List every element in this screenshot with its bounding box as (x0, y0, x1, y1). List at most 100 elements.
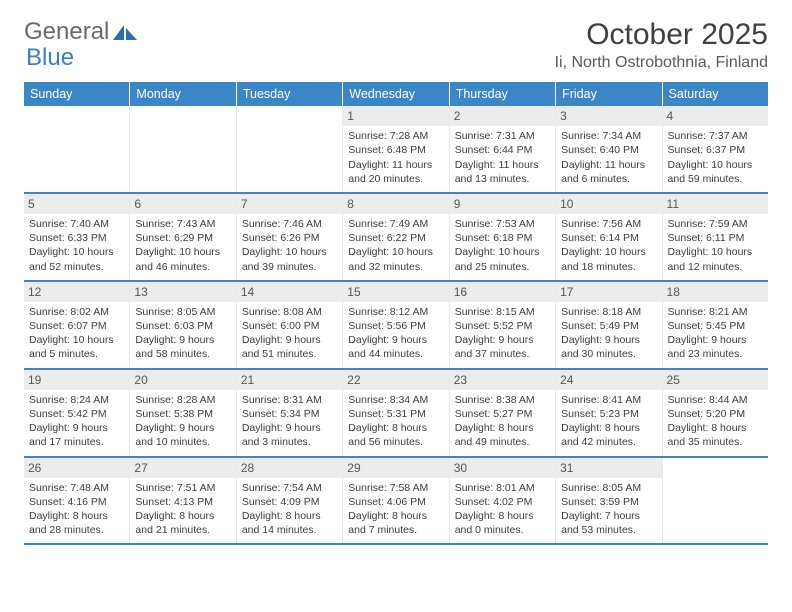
calendar-day-cell: 31Sunrise: 8:05 AMSunset: 3:59 PMDayligh… (556, 458, 662, 544)
daylight-text: Daylight: 10 hours (135, 245, 230, 259)
sunset-text: Sunset: 4:02 PM (455, 495, 550, 509)
sunrise-text: Sunrise: 8:12 AM (348, 305, 443, 319)
calendar-day-cell: 24Sunrise: 8:41 AMSunset: 5:23 PMDayligh… (556, 370, 662, 456)
day-number: 12 (24, 282, 129, 302)
daylight-text: and 18 minutes. (561, 260, 656, 274)
daylight-text: Daylight: 9 hours (668, 333, 763, 347)
daylight-text: Daylight: 11 hours (455, 158, 550, 172)
daylight-text: and 53 minutes. (561, 523, 656, 537)
daylight-text: and 6 minutes. (561, 172, 656, 186)
sunset-text: Sunset: 5:31 PM (348, 407, 443, 421)
sunrise-text: Sunrise: 7:51 AM (135, 481, 230, 495)
sunrise-text: Sunrise: 8:31 AM (242, 393, 337, 407)
calendar-day-cell: 13Sunrise: 8:05 AMSunset: 6:03 PMDayligh… (130, 282, 236, 368)
daylight-text: Daylight: 8 hours (29, 509, 124, 523)
calendar-day-cell: 23Sunrise: 8:38 AMSunset: 5:27 PMDayligh… (450, 370, 556, 456)
sunrise-text: Sunrise: 7:34 AM (561, 129, 656, 143)
daylight-text: and 14 minutes. (242, 523, 337, 537)
calendar-day-cell: 20Sunrise: 8:28 AMSunset: 5:38 PMDayligh… (130, 370, 236, 456)
calendar-day-cell: 25Sunrise: 8:44 AMSunset: 5:20 PMDayligh… (663, 370, 768, 456)
title-block: October 2025 Ii, North Ostrobothnia, Fin… (555, 18, 768, 72)
calendar-day-cell: 8Sunrise: 7:49 AMSunset: 6:22 PMDaylight… (343, 194, 449, 280)
sunset-text: Sunset: 5:27 PM (455, 407, 550, 421)
calendar-day-cell: 5Sunrise: 7:40 AMSunset: 6:33 PMDaylight… (24, 194, 130, 280)
day-of-week-header: Sunday (24, 82, 130, 106)
day-number: 31 (556, 458, 661, 478)
day-number: 25 (663, 370, 768, 390)
day-number: 21 (237, 370, 342, 390)
sunset-text: Sunset: 6:48 PM (348, 143, 443, 157)
day-number: 22 (343, 370, 448, 390)
daylight-text: and 20 minutes. (348, 172, 443, 186)
calendar-day-cell: 15Sunrise: 8:12 AMSunset: 5:56 PMDayligh… (343, 282, 449, 368)
sunset-text: Sunset: 6:14 PM (561, 231, 656, 245)
sunset-text: Sunset: 6:33 PM (29, 231, 124, 245)
calendar-day-cell: 29Sunrise: 7:58 AMSunset: 4:06 PMDayligh… (343, 458, 449, 544)
daylight-text: Daylight: 8 hours (455, 421, 550, 435)
day-number: 30 (450, 458, 555, 478)
sunset-text: Sunset: 5:49 PM (561, 319, 656, 333)
calendar-day-cell: 7Sunrise: 7:46 AMSunset: 6:26 PMDaylight… (237, 194, 343, 280)
day-number: 28 (237, 458, 342, 478)
day-number: 23 (450, 370, 555, 390)
daylight-text: and 13 minutes. (455, 172, 550, 186)
sunset-text: Sunset: 5:42 PM (29, 407, 124, 421)
daylight-text: Daylight: 10 hours (29, 333, 124, 347)
sunset-text: Sunset: 6:26 PM (242, 231, 337, 245)
daylight-text: Daylight: 9 hours (135, 421, 230, 435)
sunrise-text: Sunrise: 7:58 AM (348, 481, 443, 495)
day-number: 26 (24, 458, 129, 478)
calendar-day-cell: 28Sunrise: 7:54 AMSunset: 4:09 PMDayligh… (237, 458, 343, 544)
calendar-day-cell: 10Sunrise: 7:56 AMSunset: 6:14 PMDayligh… (556, 194, 662, 280)
sunset-text: Sunset: 5:56 PM (348, 319, 443, 333)
sunrise-text: Sunrise: 7:43 AM (135, 217, 230, 231)
sunrise-text: Sunrise: 8:41 AM (561, 393, 656, 407)
daylight-text: Daylight: 8 hours (242, 509, 337, 523)
daylight-text: and 46 minutes. (135, 260, 230, 274)
daylight-text: and 44 minutes. (348, 347, 443, 361)
daylight-text: and 51 minutes. (242, 347, 337, 361)
daylight-text: and 10 minutes. (135, 435, 230, 449)
calendar-day-cell: 16Sunrise: 8:15 AMSunset: 5:52 PMDayligh… (450, 282, 556, 368)
daylight-text: Daylight: 8 hours (561, 421, 656, 435)
sunrise-text: Sunrise: 8:05 AM (135, 305, 230, 319)
sunset-text: Sunset: 5:45 PM (668, 319, 763, 333)
daylight-text: Daylight: 9 hours (242, 421, 337, 435)
daylight-text: Daylight: 10 hours (29, 245, 124, 259)
location: Ii, North Ostrobothnia, Finland (555, 54, 768, 72)
calendar-day-cell: 26Sunrise: 7:48 AMSunset: 4:16 PMDayligh… (24, 458, 130, 544)
month-title: October 2025 (555, 18, 768, 52)
sunrise-text: Sunrise: 8:34 AM (348, 393, 443, 407)
day-number: 27 (130, 458, 235, 478)
sunset-text: Sunset: 6:18 PM (455, 231, 550, 245)
day-number: 3 (556, 106, 661, 126)
daylight-text: Daylight: 10 hours (242, 245, 337, 259)
daylight-text: and 52 minutes. (29, 260, 124, 274)
daylight-text: Daylight: 9 hours (455, 333, 550, 347)
sunset-text: Sunset: 3:59 PM (561, 495, 656, 509)
daylight-text: Daylight: 9 hours (242, 333, 337, 347)
day-number: 24 (556, 370, 661, 390)
day-number: 11 (663, 194, 768, 214)
calendar-day-cell: 11Sunrise: 7:59 AMSunset: 6:11 PMDayligh… (663, 194, 768, 280)
sunrise-text: Sunrise: 7:59 AM (668, 217, 763, 231)
daylight-text: Daylight: 9 hours (561, 333, 656, 347)
calendar-week-row: 12Sunrise: 8:02 AMSunset: 6:07 PMDayligh… (24, 282, 768, 370)
logo: General (24, 18, 139, 46)
day-number: 18 (663, 282, 768, 302)
sunset-text: Sunset: 5:52 PM (455, 319, 550, 333)
calendar: SundayMondayTuesdayWednesdayThursdayFrid… (24, 82, 768, 545)
calendar-week-row: 5Sunrise: 7:40 AMSunset: 6:33 PMDaylight… (24, 194, 768, 282)
day-number: 10 (556, 194, 661, 214)
daylight-text: Daylight: 9 hours (135, 333, 230, 347)
sunrise-text: Sunrise: 7:56 AM (561, 217, 656, 231)
daylight-text: Daylight: 11 hours (561, 158, 656, 172)
sunrise-text: Sunrise: 7:37 AM (668, 129, 763, 143)
logo-text-general: General (24, 18, 109, 46)
day-number: 1 (343, 106, 448, 126)
daylight-text: and 7 minutes. (348, 523, 443, 537)
calendar-day-cell: 9Sunrise: 7:53 AMSunset: 6:18 PMDaylight… (450, 194, 556, 280)
calendar-day-cell: 2Sunrise: 7:31 AMSunset: 6:44 PMDaylight… (450, 106, 556, 192)
calendar-day-cell: 18Sunrise: 8:21 AMSunset: 5:45 PMDayligh… (663, 282, 768, 368)
day-number: 13 (130, 282, 235, 302)
